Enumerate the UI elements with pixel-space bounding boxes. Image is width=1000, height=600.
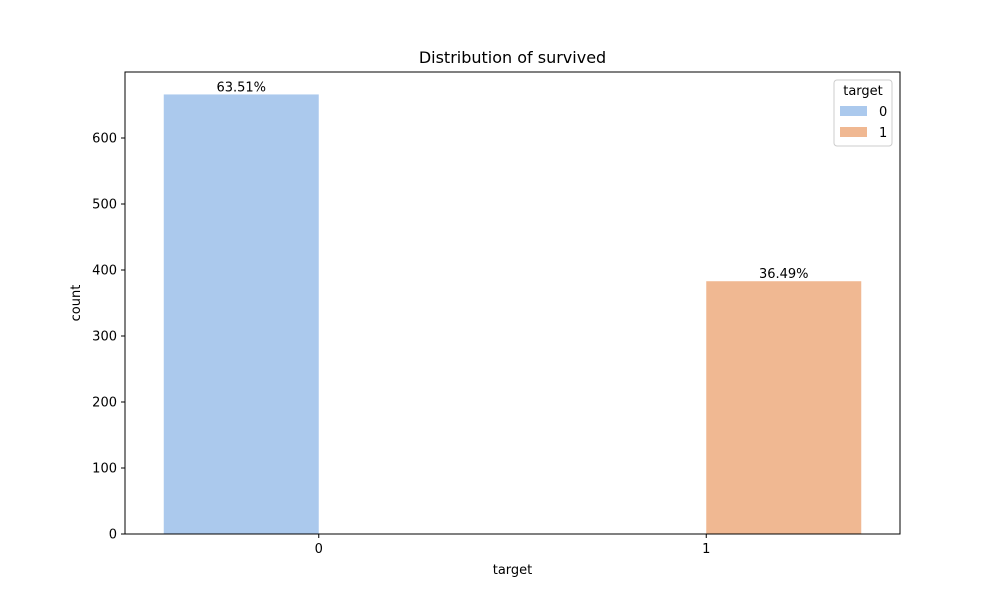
axes-frame xyxy=(124,71,901,535)
y-tick-label: 600 xyxy=(92,132,117,147)
legend-title: target xyxy=(843,84,883,99)
legend-swatch xyxy=(840,106,867,116)
bar-1-series-1 xyxy=(706,281,862,534)
y-tick-label: 200 xyxy=(92,396,117,411)
chart-title: Distribution of survived xyxy=(419,48,606,67)
x-axis-label: target xyxy=(493,563,533,578)
bar-data-label: 36.49% xyxy=(759,267,809,282)
x-tick-label: 1 xyxy=(702,542,710,557)
y-tick-label: 500 xyxy=(92,198,117,213)
y-tick-label: 400 xyxy=(92,264,117,279)
legend-label: 0 xyxy=(879,105,887,120)
legend: target 01 xyxy=(833,79,893,147)
legend-label: 1 xyxy=(879,126,887,141)
bar-0-series-0 xyxy=(163,94,319,534)
y-tick-label: 100 xyxy=(92,462,117,477)
x-tick-label: 0 xyxy=(315,542,323,557)
plot-area xyxy=(163,94,862,534)
bar-data-label: 63.51% xyxy=(216,80,266,95)
data-labels: 63.51% 36.49% xyxy=(216,80,808,282)
legend-swatch xyxy=(840,127,867,137)
legend-items: 01 xyxy=(840,105,887,141)
y-tick-label: 0 xyxy=(109,528,117,543)
y-tick-label: 300 xyxy=(92,330,117,345)
y-axis: 0 100 200 300 400 500 600 xyxy=(92,132,125,543)
y-axis-label: count xyxy=(69,285,84,322)
